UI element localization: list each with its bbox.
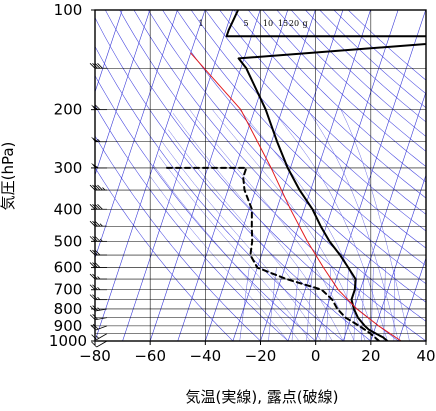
moist-adiabat	[150, 177, 289, 341]
wind-barb	[91, 340, 108, 348]
wind-barb-feather	[89, 220, 96, 227]
wind-barb-feather	[89, 236, 96, 242]
wind-barb-feather	[89, 273, 96, 280]
reference-lapse-line	[190, 52, 402, 341]
wind-barb-feather	[97, 184, 103, 191]
mixing-ratio-label: 5	[243, 19, 248, 28]
isotherm-line	[398, 257, 426, 341]
sounding-series	[165, 10, 426, 341]
wind-barb-feather	[89, 262, 96, 268]
y-tick-label: 500	[54, 232, 83, 250]
x-tick-label: −40	[190, 347, 222, 365]
y-tick-label: 1000	[49, 332, 87, 350]
y-axis-title: 気圧(hPa)	[0, 142, 17, 211]
wind-barb-feather	[91, 341, 97, 348]
wind-barb-feather	[91, 334, 97, 340]
wind-barb-feather	[94, 220, 101, 227]
y-tick-label: 600	[54, 259, 83, 277]
wind-barb-half-feather	[97, 296, 101, 300]
wind-barb-half-feather	[99, 238, 103, 242]
x-axis-title: 気温(実線), 露点(破線)	[186, 388, 339, 406]
y-tick-label: 200	[54, 101, 83, 119]
mixing-ratio-labels: 1 5 10 15 20 g	[198, 19, 307, 28]
x-tick-label: 40	[416, 347, 435, 365]
x-tick-label: 0	[311, 347, 321, 365]
wind-barb-staff	[95, 317, 108, 321]
y-tick-label: 800	[54, 300, 83, 318]
y-tick-label: 100	[54, 1, 83, 19]
x-axis: −80 −60 −40 −20 0 20 40	[79, 341, 436, 365]
wind-barb-feather	[94, 104, 101, 110]
isotherm-line	[177, 10, 289, 341]
mixing-ratio-label: 1	[198, 19, 203, 28]
wind-barb-staff	[96, 340, 108, 348]
wind-barb-feather	[94, 184, 101, 191]
y-tick-label: 300	[54, 159, 83, 177]
x-tick-label: −80	[79, 347, 111, 365]
isotherm-line	[95, 10, 123, 93]
mixing-ratio-label: g	[302, 19, 307, 28]
wind-barb-feather	[89, 203, 96, 210]
x-tick-label: −20	[245, 347, 277, 365]
wind-barb-feather	[97, 63, 103, 69]
wind-barb-feather	[94, 203, 101, 210]
wind-barb-staff	[95, 325, 108, 331]
temperature-line	[225, 10, 426, 341]
wind-barb-feather	[89, 63, 96, 69]
chart-grid	[95, 10, 426, 341]
isotherm-line	[95, 10, 178, 259]
isotherm-line	[342, 91, 426, 341]
wind-barb-feather	[94, 249, 101, 256]
wind-barb-half-feather	[97, 307, 101, 311]
moist-adiabat	[168, 129, 333, 341]
y-tick-label: 700	[54, 281, 83, 299]
wind-barb-staff	[95, 308, 108, 312]
wind-barb-half-feather	[99, 223, 103, 227]
dewpoint-line	[165, 166, 381, 341]
mixing-ratio-label: 10	[263, 19, 273, 28]
isotherm-line	[122, 10, 233, 341]
wind-barb-feather	[89, 184, 96, 191]
wind-barb-feather	[97, 203, 103, 210]
wind-barb-half-feather	[102, 187, 106, 191]
moist-adiabat	[158, 155, 311, 341]
mixing-ratio-label: 15	[278, 19, 288, 28]
wind-barb-feather	[89, 294, 96, 300]
mixing-ratio-label: 20	[289, 19, 299, 28]
isotherm-line	[232, 10, 344, 341]
x-tick-label: −60	[134, 347, 166, 365]
x-tick-label: 20	[361, 347, 380, 365]
wind-barb-half-feather	[95, 335, 100, 339]
wind-barb-feather	[94, 236, 101, 242]
wind-barb-feather	[89, 284, 96, 291]
wind-barb-feather	[94, 63, 101, 69]
wind-barb	[89, 262, 107, 268]
wind-barb-half-feather	[97, 276, 101, 280]
wind-barb-half-feather	[97, 286, 101, 291]
isotherm-line	[95, 10, 151, 176]
y-tick-label: 400	[54, 200, 83, 218]
wind-barb-half-feather	[97, 138, 101, 143]
y-tick-label: 900	[54, 317, 83, 335]
wind-barb-feather	[89, 249, 96, 256]
moist-adiabat	[153, 165, 300, 341]
wind-barb-feather	[94, 262, 101, 268]
wind-barb-staff	[96, 333, 108, 340]
wind-barb	[89, 284, 107, 291]
wind-barb	[91, 333, 108, 340]
